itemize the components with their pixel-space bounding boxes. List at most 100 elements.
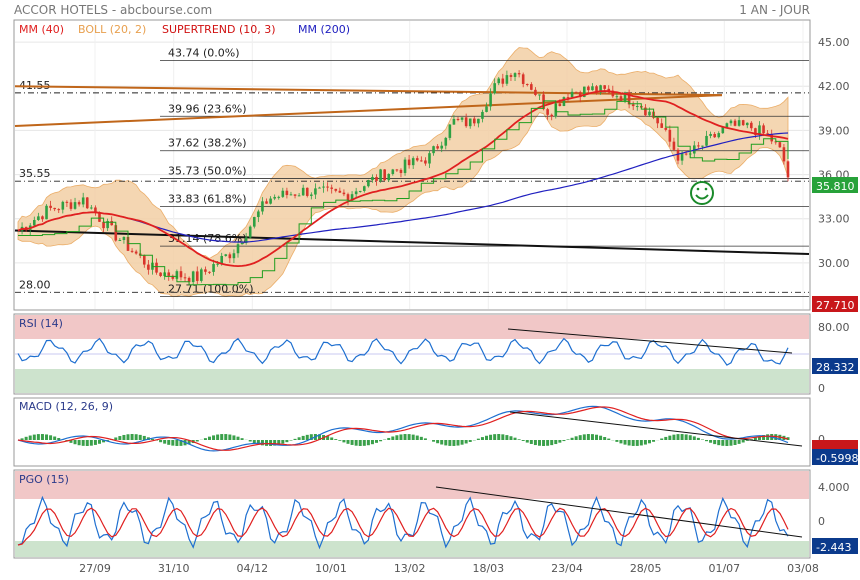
candle-body [391, 169, 395, 174]
chart-title: ACCOR HOTELS - abcbourse.com [14, 3, 212, 17]
candle-body [102, 221, 105, 229]
macd-histogram-bar [138, 434, 142, 440]
macd-histogram-bar [485, 435, 489, 440]
candle-body [362, 186, 366, 191]
pgo-line [17, 495, 789, 550]
macd-histogram-bar [664, 436, 668, 440]
macd-histogram-bar [269, 440, 273, 446]
candle-body [191, 271, 195, 283]
fibonacci-label: 33.83 (61.8%) [168, 193, 247, 206]
candle-body [444, 137, 448, 146]
rsi-tick-0: 0 [818, 382, 825, 395]
macd-histogram-bar [615, 440, 619, 442]
candle-body [574, 91, 578, 93]
candle-body [94, 207, 97, 214]
candle-body [240, 242, 244, 245]
macd-histogram-bar [114, 437, 118, 440]
candle-body [782, 147, 786, 162]
macd-histogram-bar [150, 438, 154, 440]
candle-body [701, 145, 704, 147]
macd-histogram-bar [582, 434, 586, 440]
macd-histogram-bar [252, 440, 256, 444]
candle-body [546, 109, 549, 115]
macd-histogram-bar [452, 440, 456, 446]
macd-histogram-bar [509, 436, 513, 440]
fibonacci-label: 37.62 (38.2%) [168, 137, 247, 150]
macd-histogram-bar [346, 440, 350, 444]
macd-histogram-bar [554, 440, 558, 445]
rsi-line [17, 337, 789, 366]
rsi-value-badge [812, 358, 858, 374]
rsi-value: 28.332 [816, 361, 855, 374]
candle-body [758, 125, 761, 135]
macd-histogram-bar [350, 440, 354, 445]
candle-body [456, 118, 460, 120]
candle-body [200, 269, 203, 281]
macd-histogram-bar [220, 434, 224, 440]
candle-body [587, 86, 590, 91]
legend-supertrend: SUPERTREND (10, 3) [162, 23, 276, 36]
macd-histogram-bar [623, 440, 627, 445]
macd-histogram-bar [546, 440, 550, 446]
macd-histogram-bar [228, 434, 232, 440]
macd-histogram-bar [354, 440, 358, 446]
candle-body [550, 114, 554, 117]
candle-body [717, 133, 721, 138]
macd-histogram-bar [379, 440, 383, 442]
macd-histogram-bar [399, 434, 403, 440]
candle-body [566, 97, 570, 99]
candle-body [562, 97, 566, 107]
candle-body [289, 194, 293, 196]
candle-body [517, 73, 521, 75]
candle-body [538, 94, 541, 96]
candle-body [171, 275, 175, 279]
macd-title: MACD (12, 26, 9) [19, 400, 113, 413]
smiley-eye [696, 187, 700, 191]
macd-histogram-bar [77, 440, 81, 446]
macd-histogram-bar [725, 440, 729, 446]
candle-body [595, 86, 598, 93]
macd-histogram-bar [684, 434, 688, 440]
candle-body [607, 88, 611, 91]
candle-body [326, 186, 329, 188]
candle-body [41, 216, 44, 220]
macd-histogram-bar [362, 440, 366, 446]
macd-histogram-bar [676, 434, 680, 440]
candle-body [786, 161, 790, 178]
candle-body [122, 236, 126, 241]
macd-histogram-bar [73, 440, 77, 445]
macd-histogram-bar [517, 439, 521, 440]
macd-histogram-bar [745, 440, 749, 441]
macd-histogram-bar [652, 440, 656, 442]
macd-histogram-bar [595, 434, 599, 440]
price-y-tick: 39.00 [818, 124, 850, 137]
macd-histogram-bar [570, 437, 574, 440]
supertrend-line [18, 100, 789, 286]
candle-body [142, 255, 146, 265]
candle-body [672, 141, 676, 150]
macd-histogram-bar [45, 434, 49, 440]
candle-body [61, 201, 65, 210]
candle-body [175, 271, 179, 279]
x-tick-label: 27/09 [79, 562, 111, 575]
macd-histogram-bar [692, 436, 696, 440]
candle-body [599, 85, 602, 93]
macd-histogram-bar [721, 440, 725, 446]
candle-body [415, 158, 419, 161]
candle-body [261, 201, 264, 212]
fibonacci-label: 39.96 (23.6%) [168, 102, 247, 115]
macd-histogram-bar [586, 434, 590, 440]
mm40-line [17, 90, 789, 268]
macd-histogram-bar [248, 440, 252, 442]
candle-body [485, 106, 488, 112]
candle-body [644, 107, 647, 116]
candle-body [591, 86, 594, 91]
price-y-tick: 45.00 [818, 36, 850, 49]
candle-body [432, 146, 435, 154]
candle-body [493, 83, 496, 94]
macd-histogram-bar [411, 434, 415, 440]
macd-histogram-bar [493, 434, 497, 440]
candle-body [436, 146, 439, 149]
macd-histogram-bar [529, 440, 533, 444]
